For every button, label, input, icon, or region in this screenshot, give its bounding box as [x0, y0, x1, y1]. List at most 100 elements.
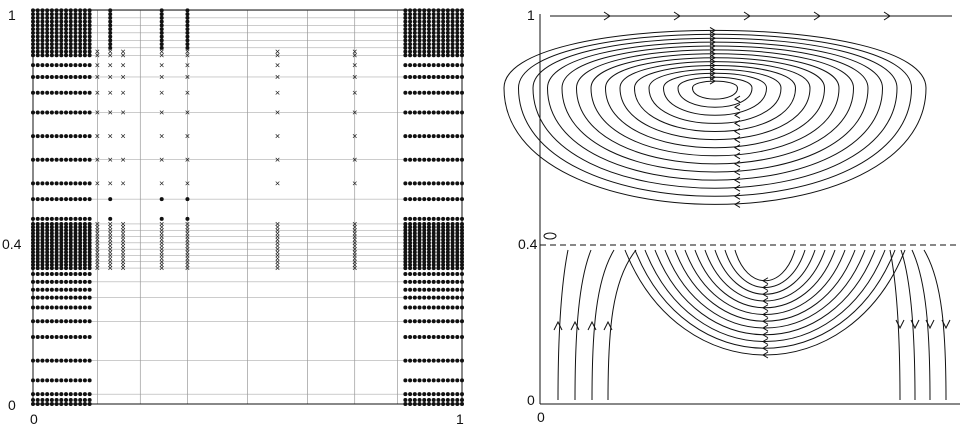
mesh-node: [422, 295, 427, 300]
mesh-node: [426, 398, 431, 403]
mesh-node: [40, 287, 45, 292]
mesh-node: [73, 74, 78, 79]
mesh-node: [82, 256, 87, 261]
mesh-node: [49, 262, 54, 267]
mesh-node: [417, 398, 422, 403]
arrow-left: [762, 317, 769, 325]
mesh-node: [436, 358, 441, 363]
mesh-node-refined: [275, 243, 280, 249]
mesh-node: [73, 42, 78, 47]
mesh-node: [436, 392, 441, 397]
mesh-node: [73, 63, 78, 68]
mesh-node: [455, 287, 460, 292]
mesh-node: [445, 197, 450, 202]
mesh-node: [417, 38, 422, 43]
mesh-node: [78, 335, 83, 340]
mesh-node: [408, 231, 413, 236]
mesh-node: [426, 240, 431, 245]
mesh-node: [87, 247, 92, 252]
mesh-node: [78, 34, 83, 39]
mesh-node: [35, 271, 40, 276]
mesh-node: [441, 398, 446, 403]
mesh-node-refined: [95, 225, 100, 230]
mesh-node: [108, 12, 113, 17]
mesh-node: [49, 45, 54, 50]
mesh-node: [49, 181, 54, 186]
mesh-node: [54, 398, 59, 403]
mesh-node: [412, 250, 417, 255]
mesh-node: [408, 259, 413, 264]
mesh-node: [403, 319, 408, 324]
mesh-node: [450, 225, 455, 230]
mesh-node: [422, 19, 427, 24]
mesh-node: [68, 244, 73, 249]
left-y-min-label: 0: [8, 397, 16, 413]
mesh-node-refined: [275, 259, 280, 264]
mesh-node: [441, 240, 446, 245]
mesh-node: [403, 34, 408, 39]
mesh-node: [445, 27, 450, 32]
mesh-node: [445, 237, 450, 242]
mesh-node: [445, 19, 450, 24]
mesh-node: [73, 225, 78, 230]
mesh-node: [35, 45, 40, 50]
mesh-node: [455, 27, 460, 32]
mesh-node: [64, 231, 69, 236]
mesh-node: [64, 295, 69, 300]
mesh-node-refined: [159, 247, 164, 252]
mesh-node: [78, 225, 83, 230]
mesh-node: [68, 181, 73, 186]
mesh-node: [412, 378, 417, 383]
mesh-node: [68, 19, 73, 24]
mesh-node: [431, 378, 436, 383]
mesh-node: [35, 216, 40, 221]
mesh-node: [82, 27, 87, 32]
mesh-node-refined: [275, 228, 280, 233]
mesh-node: [403, 271, 408, 276]
mesh-node: [431, 256, 436, 261]
mesh-node: [78, 234, 83, 239]
mesh-node: [450, 358, 455, 363]
mesh-node: [450, 49, 455, 54]
mesh-node: [78, 378, 83, 383]
mesh-node: [426, 295, 431, 300]
mesh-node: [450, 234, 455, 239]
mesh-node: [64, 216, 69, 221]
mesh-node: [87, 34, 92, 39]
mesh-node: [417, 225, 422, 230]
mesh-node: [185, 19, 190, 24]
mesh-node-refined: [95, 256, 100, 261]
mesh-node: [445, 392, 450, 397]
mesh-node: [68, 90, 73, 95]
mesh-node: [450, 90, 455, 95]
mesh-node: [49, 38, 54, 43]
mesh-node: [159, 15, 164, 20]
mesh-node: [40, 157, 45, 162]
mesh-node: [408, 240, 413, 245]
mesh-node: [73, 30, 78, 35]
mesh-node: [403, 247, 408, 252]
mesh-node: [35, 259, 40, 264]
mesh-node: [412, 266, 417, 271]
mesh-node: [40, 27, 45, 32]
mesh-node: [403, 295, 408, 300]
mesh-node: [87, 378, 92, 383]
mesh-node: [450, 256, 455, 261]
mesh-node-refined: [185, 110, 190, 115]
mesh-node: [68, 358, 73, 363]
mesh-node: [82, 34, 87, 39]
mesh-node: [436, 295, 441, 300]
mesh-node: [403, 216, 408, 221]
mesh-node-refined: [275, 63, 280, 68]
mesh-node: [73, 262, 78, 267]
mesh-node: [35, 110, 40, 115]
mesh-node: [54, 237, 59, 242]
mesh-node: [64, 237, 69, 242]
mesh-node: [73, 335, 78, 340]
mesh-node: [87, 12, 92, 17]
mesh-node: [408, 228, 413, 233]
mesh-node: [82, 244, 87, 249]
mesh-node: [403, 240, 408, 245]
mesh-node-refined: [185, 243, 190, 249]
mesh-node: [82, 53, 87, 58]
